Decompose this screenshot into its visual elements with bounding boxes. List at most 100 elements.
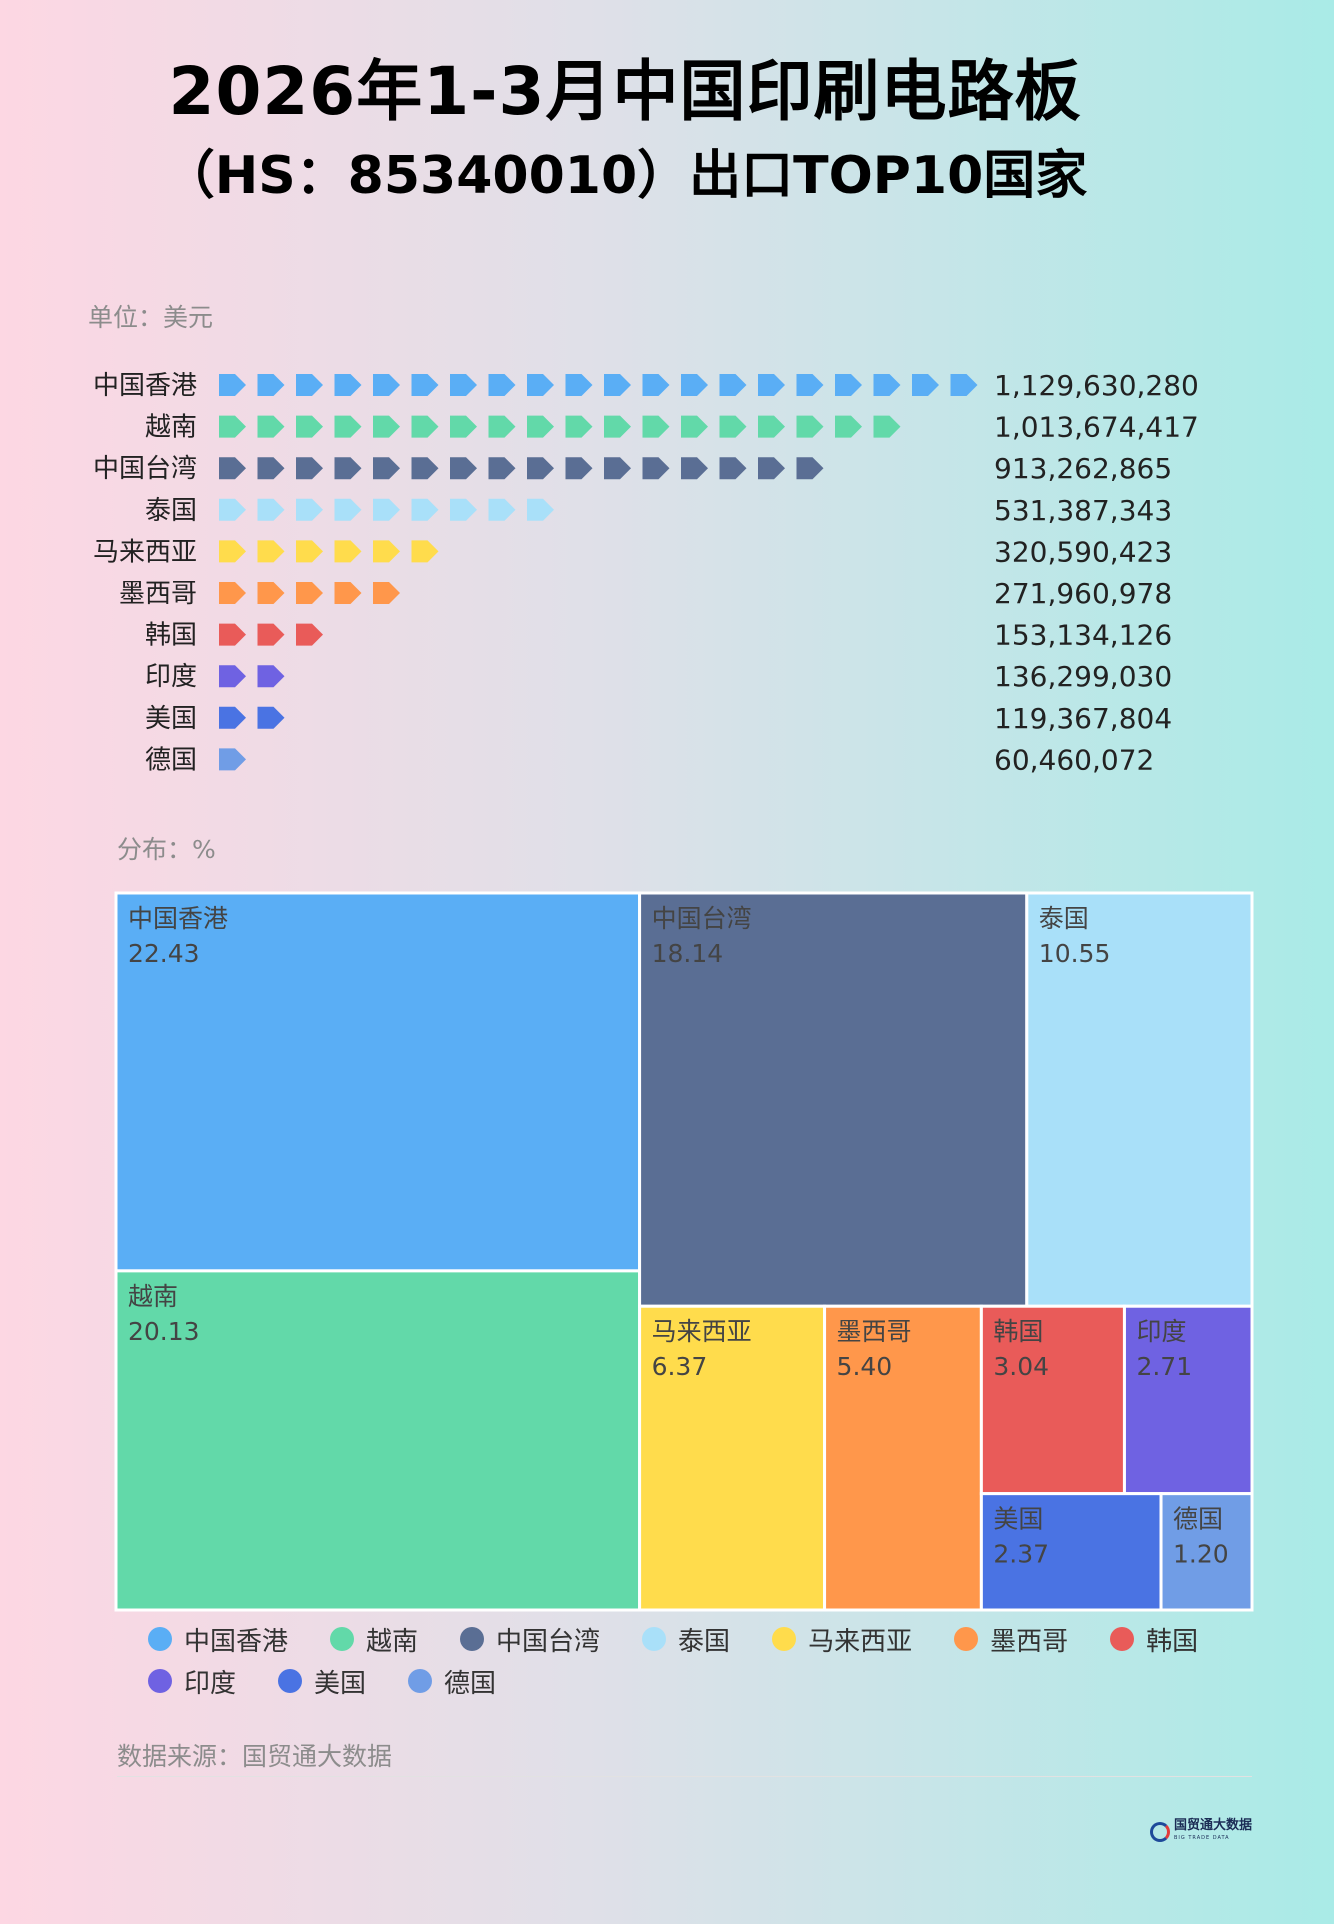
treemap-tile: 中国台湾 18.14 [638,891,1029,1308]
value-label: 271,960,978 [994,577,1172,610]
bar-symbol [296,415,323,438]
tile-value: 22.43 [128,939,200,968]
bar-symbol [219,498,246,521]
chart-legend: 中国香港 越南 中国台湾 泰国 马来西亚 墨西哥 韩国 印度 美国 德国 [148,1625,1258,1699]
bar-symbol [450,498,477,521]
bar-symbol [373,540,400,563]
bar-symbol [373,457,400,480]
bar-symbol [257,665,285,688]
treemap-tile: 德国 1.20 [1159,1492,1254,1612]
treemap-rect [1122,1304,1254,1496]
tile-name: 美国 [993,1505,1043,1534]
value-label: 136,299,030 [994,660,1172,693]
bar-symbol [334,582,362,604]
treemap-rect [114,891,642,1273]
value-label: 153,134,126 [994,619,1172,652]
treemap-tile: 越南 20.13 [114,1269,642,1612]
legend-label: 美国 [314,1668,367,1699]
legend-item: 韩国 [1110,1625,1198,1657]
bar-symbol [257,498,285,521]
pictorial-bar-chart: 中国香港 1,129,630,280 越南 1,013,674,417 中国台湾 913,… [93,369,1199,776]
bar-symbol [296,582,323,604]
bar-label: 中国台湾 [93,454,197,484]
bar-symbol [873,415,901,438]
bar-symbol [219,665,246,688]
bar-symbol [835,415,862,438]
legend-swatch [148,1669,172,1693]
tile-value: 2.71 [1136,1352,1192,1381]
treemap-rect [979,1304,1126,1496]
treemap-rect [1159,1492,1254,1612]
bar-label: 印度 [145,662,197,692]
bar-symbol [642,374,670,396]
bar-symbol [219,582,246,604]
treemap-tile: 墨西哥 5.40 [823,1304,983,1612]
bar-label: 德国 [145,745,197,775]
bar-label: 泰国 [145,496,197,526]
bar-label: 中国香港 [93,371,197,401]
bar-symbol [681,457,708,480]
bar-symbol [219,457,246,480]
bar-symbol [411,457,439,480]
legend-item: 马来西亚 [772,1625,912,1657]
treemap-rect [823,1304,983,1612]
bar-symbol [488,498,516,521]
bar-symbol [257,706,285,729]
bar-symbol [219,540,246,563]
legend-label: 德国 [444,1668,497,1699]
legend-swatch [1110,1627,1135,1651]
legend-swatch [408,1669,433,1693]
legend-label: 泰国 [678,1626,731,1657]
tile-value: 6.37 [652,1352,708,1381]
brand-logo: 国贸通大数据 BIG TRADE DATA [1150,1819,1252,1844]
bar-symbol [642,457,670,480]
legend-swatch [642,1627,667,1651]
bar-symbol [373,582,400,604]
bar-symbol [257,457,285,480]
value-label: 119,367,804 [994,702,1172,735]
tile-value: 20.13 [128,1317,200,1346]
value-label: 60,460,072 [994,743,1154,776]
legend-label: 墨西哥 [990,1626,1069,1657]
bar-symbol [527,498,554,521]
bar-symbol [796,374,824,396]
bar-symbol [604,415,631,438]
bar-symbol [796,415,824,438]
legend-item: 中国香港 [148,1625,288,1657]
bar-symbol [296,623,323,646]
tile-value: 3.04 [993,1352,1049,1381]
chart-title: 2026年1-3月中国印刷电路板 [168,53,1082,130]
tile-name: 中国台湾 [652,904,752,933]
bar-symbol [411,415,439,438]
bar-label: 越南 [145,413,197,443]
bar-symbol [334,540,362,563]
bar-symbol [257,374,285,396]
legend-label: 中国香港 [184,1626,289,1657]
bar-symbol [719,374,747,396]
bar-symbol [219,374,246,396]
bar-symbol [796,457,824,480]
bar-symbol [450,374,477,396]
logo-subtitle: BIG TRADE DATA [1174,1835,1230,1841]
bar-symbol [219,748,246,771]
tile-name: 印度 [1136,1317,1186,1346]
tile-name: 韩国 [993,1317,1043,1346]
treemap-rect [638,891,1029,1308]
treemap-rect [638,1304,827,1612]
bar-symbol [681,415,708,438]
legend-item: 德国 [408,1667,496,1699]
legend-swatch [954,1627,979,1651]
bar-symbol [565,457,593,480]
bar-symbol [758,415,785,438]
bar-symbol [565,415,593,438]
bar-symbol [642,415,670,438]
distribution-label: 分布：% [117,835,216,864]
legend-label: 越南 [366,1626,419,1657]
bar-symbol [334,374,362,396]
tile-value: 1.20 [1173,1540,1229,1569]
bar-symbol [604,374,631,396]
bar-symbol [296,498,323,521]
value-label: 1,129,630,280 [994,369,1199,402]
tile-value: 18.14 [652,939,724,968]
logo-icon [1150,1822,1170,1842]
